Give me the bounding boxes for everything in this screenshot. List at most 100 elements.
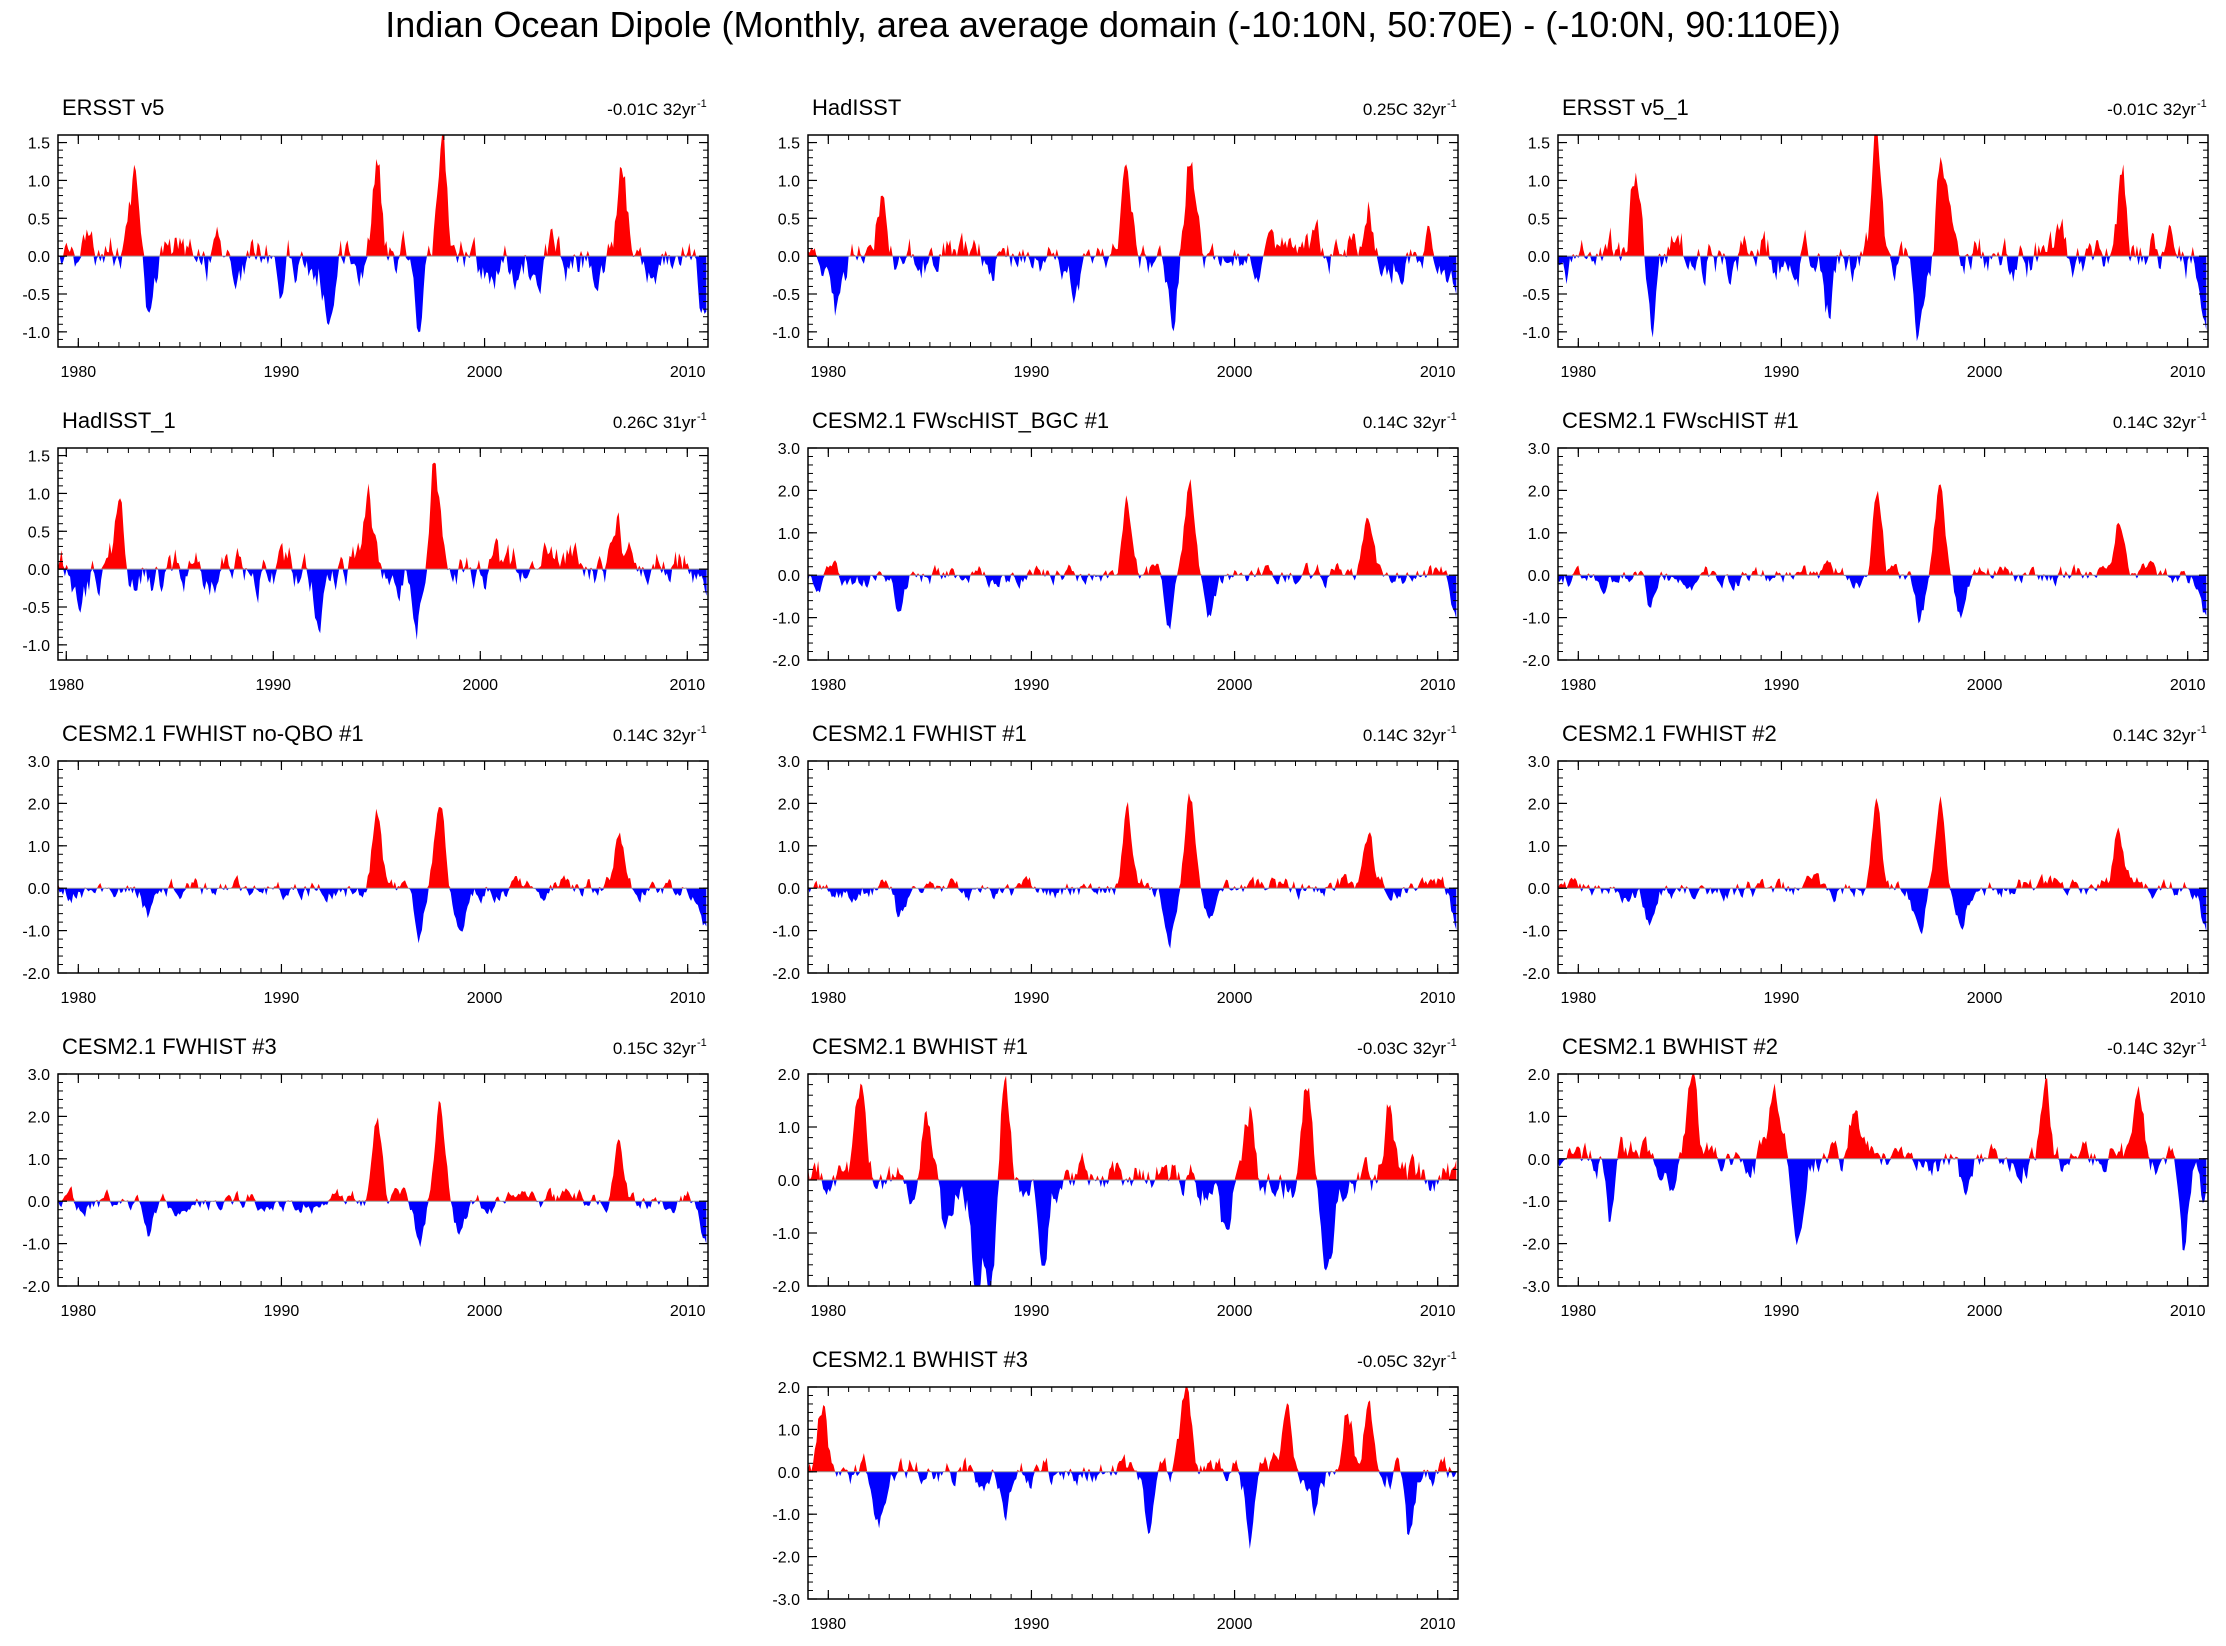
- x-tick-label: 1990: [1014, 1616, 1050, 1633]
- panel-title: CESM2.1 FWHIST #2: [1562, 721, 1777, 746]
- trend-units-sup: -1: [1447, 411, 1457, 423]
- trend-units-sup: -1: [2197, 411, 2207, 423]
- y-tick-label: 1.0: [1528, 1109, 1550, 1126]
- page-title: Indian Ocean Dipole (Monthly, area avera…: [385, 4, 1841, 45]
- positive-area: [1558, 1074, 2207, 1159]
- y-tick-label: 2.0: [778, 796, 800, 813]
- trend-units-sup: -1: [697, 1037, 707, 1049]
- y-tick-label: 2.0: [778, 1380, 800, 1397]
- x-tick-label: 1980: [61, 990, 97, 1007]
- x-tick-label: 2000: [467, 990, 503, 1007]
- x-tick-label: 1990: [264, 364, 300, 381]
- y-tick-label: 2.0: [1528, 1067, 1550, 1084]
- x-tick-label: 1980: [61, 364, 97, 381]
- negative-area: [808, 888, 1457, 949]
- x-tick-label: 1990: [1764, 1303, 1800, 1320]
- y-tick-label: -1.0: [772, 611, 800, 628]
- y-tick-label: 0.0: [778, 1173, 800, 1190]
- negative-area: [1558, 1158, 2207, 1251]
- y-tick-label: 2.0: [778, 483, 800, 500]
- x-tick-label: 2010: [670, 1303, 706, 1320]
- y-tick-label: -1.0: [772, 325, 800, 342]
- panel-4: HadISST_1 0.26C 31yr -1 1.5 1.0 0.5 0.0 -0.5 -1.…: [22, 408, 709, 694]
- trend-label: -0.01C 32yr: [607, 100, 696, 119]
- positive-area: [1558, 484, 2207, 576]
- x-tick-label: 1990: [1014, 364, 1050, 381]
- panel-title: CESM2.1 FWHIST #1: [812, 721, 1027, 746]
- plot-frame: [807, 1386, 1459, 1600]
- x-tick-label: 2000: [462, 677, 498, 694]
- positive-area: [58, 807, 707, 889]
- panel-13: CESM2.1 BWHIST #3 -0.05C 32yr -1 2.0 1.0 0.0 -…: [772, 1347, 1459, 1633]
- positive-area: [58, 462, 707, 570]
- x-tick-label: 2010: [1420, 364, 1456, 381]
- panel-title: CESM2.1 FWscHIST #1: [1562, 408, 1799, 433]
- x-tick-label: 2010: [2170, 1303, 2206, 1320]
- y-tick-label: 0.5: [778, 211, 800, 228]
- x-tick-label: 2000: [1217, 990, 1253, 1007]
- panel-title: CESM2.1 BWHIST #1: [812, 1034, 1028, 1059]
- y-tick-label: -1.0: [772, 1507, 800, 1524]
- y-tick-label: 1.5: [778, 136, 800, 153]
- y-tick-label: 2.0: [28, 796, 50, 813]
- x-tick-label: 1990: [1014, 677, 1050, 694]
- y-tick-label: -1.0: [22, 924, 50, 941]
- y-tick-label: 2.0: [778, 1067, 800, 1084]
- negative-area: [808, 575, 1457, 630]
- trend-units-sup: -1: [2197, 1037, 2207, 1049]
- y-tick-label: 1.0: [778, 526, 800, 543]
- x-tick-label: 1990: [264, 1303, 300, 1320]
- y-tick-label: 0.0: [28, 1194, 50, 1211]
- x-tick-label: 1980: [1561, 677, 1597, 694]
- negative-area: [58, 256, 707, 333]
- y-tick-label: 1.0: [28, 486, 50, 503]
- y-tick-label: -2.0: [22, 1279, 50, 1296]
- panel-title: ERSST v5: [62, 95, 164, 120]
- y-tick-label: -0.5: [22, 287, 50, 304]
- y-tick-label: -2.0: [1522, 1237, 1550, 1254]
- y-tick-label: -2.0: [772, 1550, 800, 1567]
- trend-label: -0.05C 32yr: [1357, 1352, 1446, 1371]
- trend-units-sup: -1: [697, 724, 707, 736]
- y-tick-label: -1.0: [1522, 924, 1550, 941]
- trend-label: 0.14C 32yr: [613, 726, 696, 745]
- panel-11: CESM2.1 BWHIST #1 -0.03C 32yr -1 2.0 1.0 0.0 -…: [772, 1034, 1459, 1320]
- trend-label: -0.01C 32yr: [2107, 100, 2196, 119]
- x-tick-label: 2000: [1217, 677, 1253, 694]
- x-tick-label: 1980: [811, 990, 847, 1007]
- trend-label: 0.15C 32yr: [613, 1039, 696, 1058]
- positive-area: [808, 1387, 1457, 1472]
- x-tick-label: 1990: [1764, 677, 1800, 694]
- y-tick-label: -2.0: [1522, 653, 1550, 670]
- positive-area: [808, 1075, 1457, 1180]
- x-tick-label: 1980: [1561, 364, 1597, 381]
- y-tick-label: 1.5: [28, 136, 50, 153]
- x-tick-label: 2010: [1420, 1616, 1456, 1633]
- y-tick-label: 3.0: [778, 754, 800, 771]
- trend-label: 0.14C 32yr: [2113, 413, 2196, 432]
- trend-units-sup: -1: [2197, 98, 2207, 110]
- panel-title: CESM2.1 FWHIST #3: [62, 1034, 277, 1059]
- y-tick-label: 0.0: [778, 1465, 800, 1482]
- negative-area: [808, 256, 1457, 332]
- panel-title: CESM2.1 FWscHIST_BGC #1: [812, 408, 1109, 433]
- trend-units-sup: -1: [1447, 98, 1457, 110]
- y-tick-label: 1.0: [28, 173, 50, 190]
- panel-2: HadISST 0.25C 32yr -1 1.5 1.0 0.5 0.0 -0.5 -1.0 1…: [772, 95, 1459, 381]
- panel-1: ERSST v5 -0.01C 32yr -1 1.5 1.0 0.5 0.0 -0.5 -1.…: [22, 95, 709, 381]
- y-tick-label: -1.0: [772, 1226, 800, 1243]
- panel-3: ERSST v5_1 -0.01C 32yr -1 1.5 1.0 0.5 0.0 -0.5 -…: [1522, 95, 2209, 381]
- x-tick-label: 1990: [1764, 990, 1800, 1007]
- trend-label: 0.25C 32yr: [1363, 100, 1446, 119]
- panel-title: CESM2.1 BWHIST #3: [812, 1347, 1028, 1372]
- y-tick-label: 0.0: [1528, 881, 1550, 898]
- y-tick-label: 3.0: [1528, 754, 1550, 771]
- x-tick-label: 1980: [811, 1616, 847, 1633]
- x-tick-label: 2010: [2170, 364, 2206, 381]
- x-tick-label: 1990: [264, 990, 300, 1007]
- positive-area: [1558, 795, 2207, 889]
- x-tick-label: 2000: [1967, 364, 2003, 381]
- trend-label: 0.14C 32yr: [1363, 726, 1446, 745]
- y-tick-label: 0.0: [28, 249, 50, 266]
- trend-units-sup: -1: [1447, 724, 1457, 736]
